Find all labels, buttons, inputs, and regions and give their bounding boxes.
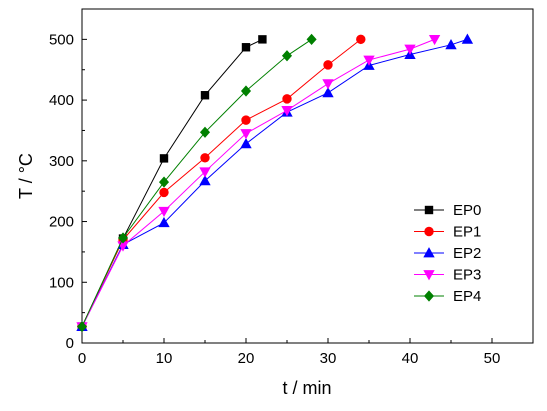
- data-point-ep4: [306, 33, 317, 45]
- data-point-ep3: [404, 44, 416, 55]
- x-tick-label: 10: [156, 350, 173, 367]
- x-axis-title: t / min: [282, 378, 331, 398]
- series-line-ep4: [81, 38, 312, 327]
- legend-item-ep2: EP2: [414, 245, 481, 262]
- legend-item-ep1: EP1: [414, 224, 481, 241]
- legend-item-ep0: EP0: [414, 202, 481, 219]
- data-point-ep3: [428, 34, 441, 46]
- legend-marker: [423, 247, 435, 258]
- legend-label: EP3: [453, 267, 481, 284]
- data-point-ep1: [356, 34, 366, 45]
- data-point-ep2: [322, 86, 334, 98]
- data-point-ep2: [461, 33, 474, 44]
- data-point-ep4: [199, 126, 211, 138]
- data-point-ep1: [200, 153, 210, 163]
- y-tick-label: 500: [49, 31, 74, 48]
- x-tick-label: 40: [402, 350, 419, 367]
- data-point-ep4: [117, 232, 129, 244]
- data-point-ep3: [158, 206, 170, 218]
- legend-marker: [424, 205, 434, 215]
- series-ep4: [76, 33, 317, 333]
- legend-label: EP4: [453, 288, 481, 305]
- legend-item-ep3: EP3: [414, 267, 481, 284]
- data-point-ep4: [158, 176, 170, 188]
- series-ep0: [77, 35, 267, 331]
- data-point-ep4: [76, 321, 88, 333]
- y-axis-ticks: 0 100 200 300 400 500: [49, 31, 87, 352]
- data-point-ep1: [159, 187, 169, 198]
- series-line-ep3: [81, 38, 435, 327]
- series-line-ep0: [81, 38, 263, 327]
- legend-label: EP0: [453, 202, 481, 219]
- y-tick-label: 100: [49, 274, 74, 291]
- data-point-ep1: [241, 115, 251, 125]
- data-point-ep1: [323, 60, 333, 70]
- x-tick-label: 50: [484, 350, 501, 367]
- data-point-ep3: [363, 55, 375, 66]
- x-tick-label: 0: [78, 350, 86, 367]
- data-point-ep2: [240, 137, 252, 149]
- data-point-ep4: [240, 85, 252, 97]
- data-point-ep0: [258, 35, 267, 44]
- legend-marker: [423, 290, 435, 302]
- y-axis-title: T / °C: [16, 153, 36, 199]
- data-point-ep2: [445, 39, 457, 50]
- legend: EP0 EP1 EP2 EP3 EP4: [414, 202, 481, 305]
- data-point-ep3: [281, 106, 293, 117]
- y-tick-label: 200: [49, 214, 74, 231]
- y-tick-label: 300: [49, 153, 74, 170]
- legend-marker: [424, 226, 434, 237]
- series-ep2: [76, 33, 474, 332]
- legend-label: EP1: [453, 224, 481, 241]
- y-tick-label: 0: [66, 335, 74, 352]
- data-point-ep3: [199, 167, 211, 178]
- data-point-ep4: [281, 50, 293, 62]
- data-point-ep2: [158, 216, 170, 228]
- x-tick-label: 30: [320, 350, 337, 367]
- plot-frame: [81, 8, 534, 344]
- data-point-ep0: [159, 154, 169, 163]
- data-point-ep3: [322, 79, 334, 90]
- data-point-ep0: [200, 91, 210, 100]
- x-axis-ticks: 0 10 20 30 40 50: [78, 338, 501, 367]
- data-point-ep3: [240, 129, 252, 140]
- data-point-ep0: [241, 43, 251, 52]
- series-line-ep1: [81, 39, 362, 327]
- data-point-ep2: [199, 175, 211, 186]
- legend-item-ep4: EP4: [414, 288, 481, 305]
- series-layer: [76, 33, 474, 333]
- legend-marker: [423, 270, 435, 281]
- data-point-ep1: [282, 94, 292, 104]
- y-tick-label: 400: [49, 92, 74, 109]
- x-tick-label: 20: [238, 350, 255, 367]
- series-line-ep2: [81, 38, 468, 327]
- legend-label: EP2: [453, 245, 481, 262]
- series-ep1: [77, 34, 366, 332]
